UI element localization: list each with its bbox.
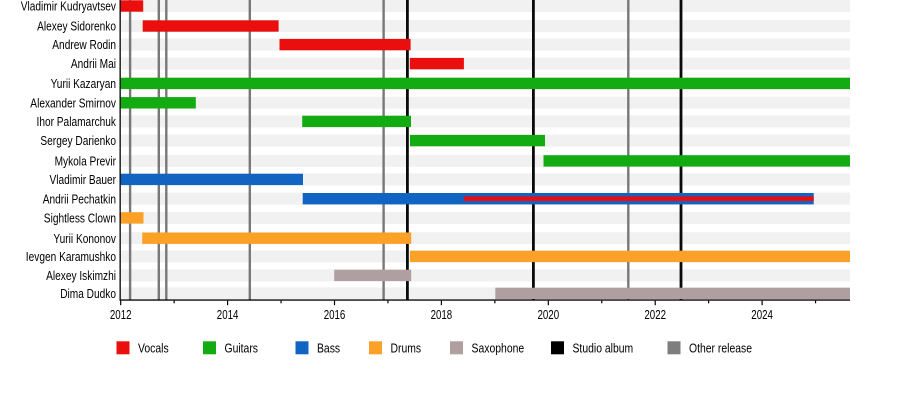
- svg-text:Yurii Kazaryan: Yurii Kazaryan: [51, 76, 116, 91]
- svg-text:Ihor Palamarchuk: Ihor Palamarchuk: [37, 114, 117, 129]
- svg-text:Dima Dudko: Dima Dudko: [60, 286, 116, 301]
- svg-text:2020: 2020: [538, 307, 560, 322]
- svg-text:2014: 2014: [217, 307, 239, 322]
- svg-text:Vocals: Vocals: [138, 341, 169, 356]
- svg-text:2022: 2022: [644, 307, 666, 322]
- svg-text:Alexey Sidorenko: Alexey Sidorenko: [37, 19, 116, 34]
- svg-text:2024: 2024: [751, 307, 773, 322]
- svg-text:Vladimir Kudryavtsev: Vladimir Kudryavtsev: [21, 0, 117, 14]
- svg-text:Alexey Iskimzhi: Alexey Iskimzhi: [46, 268, 116, 283]
- svg-text:2018: 2018: [431, 307, 453, 322]
- svg-text:Sergey Darienko: Sergey Darienko: [40, 133, 116, 148]
- svg-text:Studio album: Studio album: [573, 341, 634, 356]
- svg-text:Andrew Rodin: Andrew Rodin: [52, 37, 116, 52]
- svg-text:Bass: Bass: [317, 341, 340, 356]
- svg-text:Andrii Pechatkin: Andrii Pechatkin: [43, 191, 116, 206]
- svg-text:Vladimir Bauer: Vladimir Bauer: [50, 172, 117, 187]
- svg-text:Mykola Previr: Mykola Previr: [55, 154, 117, 169]
- svg-text:2016: 2016: [324, 307, 346, 322]
- svg-text:Alexander Smirnov: Alexander Smirnov: [30, 95, 116, 110]
- svg-text:2012: 2012: [110, 307, 132, 322]
- svg-text:Other release: Other release: [689, 341, 752, 356]
- svg-text:Guitars: Guitars: [225, 341, 259, 356]
- svg-text:Yurii Kononov: Yurii Kononov: [53, 231, 116, 246]
- svg-text:Saxophone: Saxophone: [472, 341, 525, 356]
- svg-text:Sightless Clown: Sightless Clown: [44, 211, 116, 226]
- svg-text:Andrii Mai: Andrii Mai: [71, 56, 116, 71]
- svg-text:Drums: Drums: [391, 341, 422, 356]
- svg-text:Ievgen Karamushko: Ievgen Karamushko: [26, 249, 116, 264]
